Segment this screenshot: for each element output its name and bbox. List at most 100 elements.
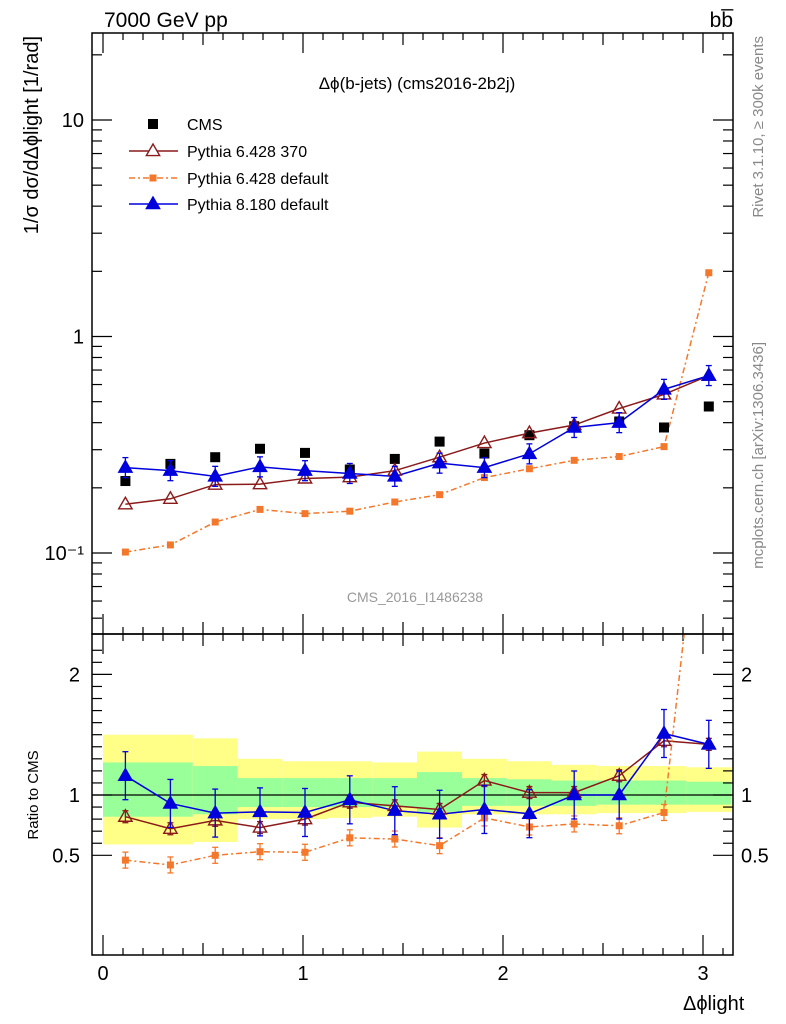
data-point xyxy=(117,495,134,510)
data-point xyxy=(436,491,444,499)
data-point xyxy=(525,465,533,473)
ratio-frame xyxy=(91,633,734,956)
data-point xyxy=(207,467,224,482)
ratio-point xyxy=(207,804,224,819)
ratio-data-marks xyxy=(117,412,717,874)
ratio-point xyxy=(570,820,578,828)
legend-marker xyxy=(148,119,158,129)
main-title: Δϕ(b-jets) (cms2016-2b2j) xyxy=(319,74,516,93)
data-point xyxy=(703,401,714,412)
ratio-point xyxy=(256,848,264,856)
ratio-point xyxy=(117,767,134,781)
main-axis-ticks: 10⁻¹ 1 10 xyxy=(45,33,733,634)
ratio-point xyxy=(162,820,179,835)
data-point xyxy=(121,548,129,556)
ratio-point xyxy=(566,786,583,801)
ratio-y-axis-label: Ratio to CMS xyxy=(25,750,42,839)
ratio-panel: 0.5 0.5 1 1 2 2 0 1 2 3 Ratio to CMS Δϕlight xyxy=(25,412,769,1015)
data-point xyxy=(476,434,493,449)
y-tick-label: 1 xyxy=(73,327,84,349)
ratio-point xyxy=(611,786,628,801)
data-point xyxy=(524,430,535,441)
ratio-series-points xyxy=(117,412,717,874)
data-point xyxy=(566,419,583,433)
data-point xyxy=(256,505,264,513)
series-line xyxy=(125,374,710,478)
legend: CMS Pythia 6.428 370 Pythia 6.428 default P… xyxy=(129,117,329,214)
main-panel: Δϕ(b-jets) (cms2016-2b2j) CMS_2016_I1486… xyxy=(21,32,734,635)
x-tick-label: 3 xyxy=(697,963,708,985)
ratio-point xyxy=(346,834,354,842)
ratio-point xyxy=(615,822,623,830)
uncertainty-bands xyxy=(103,734,732,845)
x-tick-label: 0 xyxy=(97,963,108,985)
data-point xyxy=(660,443,668,451)
inner-band xyxy=(641,780,687,805)
ratio-point xyxy=(166,861,174,869)
y-tick-label: 10⁻¹ xyxy=(45,543,85,565)
x-axis-label: Δϕlight xyxy=(683,993,745,1015)
data-point xyxy=(297,462,313,476)
data-point xyxy=(162,490,179,505)
data-point xyxy=(700,367,717,381)
data-point xyxy=(521,445,538,460)
main-series-points xyxy=(117,269,717,556)
ratio-point xyxy=(121,856,129,864)
data-point xyxy=(479,448,490,459)
data-point xyxy=(252,475,268,490)
data-point xyxy=(346,507,354,515)
main-data-marks xyxy=(117,269,717,556)
legend-marker xyxy=(145,195,161,210)
ratio-point xyxy=(211,851,219,859)
data-point xyxy=(611,414,628,428)
data-point xyxy=(659,422,669,433)
data-point xyxy=(255,443,265,454)
ratio-y-tick-label: 2 xyxy=(741,664,752,686)
data-point xyxy=(210,452,221,463)
legend-label: Pythia 8.180 default xyxy=(187,197,329,214)
ratio-axis-ticks: 0.5 0.5 1 1 2 2 0 1 2 3 xyxy=(52,634,769,985)
ratio-series-lines xyxy=(125,634,709,866)
ratio-point xyxy=(301,848,309,856)
ratio-point xyxy=(660,808,668,816)
data-point xyxy=(705,269,713,277)
x-tick-label: 1 xyxy=(297,963,308,985)
data-point xyxy=(391,498,399,506)
data-point xyxy=(521,424,538,439)
rivet-label: Rivet 3.1.10, ≥ 300k events xyxy=(750,36,767,218)
ratio-y-tick-label: 1 xyxy=(741,785,752,807)
data-point xyxy=(434,436,445,447)
data-point xyxy=(476,459,493,473)
ratio-point xyxy=(386,802,403,816)
data-point xyxy=(207,476,224,490)
watermark-label: CMS_2016_I1486238 xyxy=(347,589,483,605)
energy-label: 7000 GeV pp xyxy=(104,9,228,32)
main-y-axis-label: 1/σ dσ/dΔϕlight [1/rad] xyxy=(21,36,43,234)
y-tick-label: 10 xyxy=(62,110,84,132)
ratio-point xyxy=(700,735,717,750)
ratio-line xyxy=(125,739,709,830)
legend-label: CMS xyxy=(187,117,223,134)
ratio-point xyxy=(391,835,399,843)
ratio-point xyxy=(117,808,134,822)
series-line xyxy=(125,374,710,505)
ratio-point xyxy=(252,803,268,818)
data-point xyxy=(252,458,268,473)
data-point xyxy=(656,380,672,395)
ratio-y-tick-label: 2 xyxy=(69,664,80,686)
ratio-line xyxy=(125,634,685,866)
data-point xyxy=(570,456,578,464)
ratio-line xyxy=(125,732,709,816)
ratio-y-tick-label: 0.5 xyxy=(52,845,80,867)
inner-band xyxy=(686,781,732,805)
x-tick-label: 2 xyxy=(497,963,508,985)
mcplots-label: mcplots.cern.ch [arXiv:1306.3436] xyxy=(750,342,767,569)
data-point xyxy=(162,462,179,476)
data-point xyxy=(615,453,623,461)
data-point xyxy=(300,447,310,458)
ratio-point xyxy=(436,842,444,850)
ratio-point xyxy=(705,412,712,419)
main-series-lines xyxy=(125,272,710,553)
data-point xyxy=(431,454,448,469)
